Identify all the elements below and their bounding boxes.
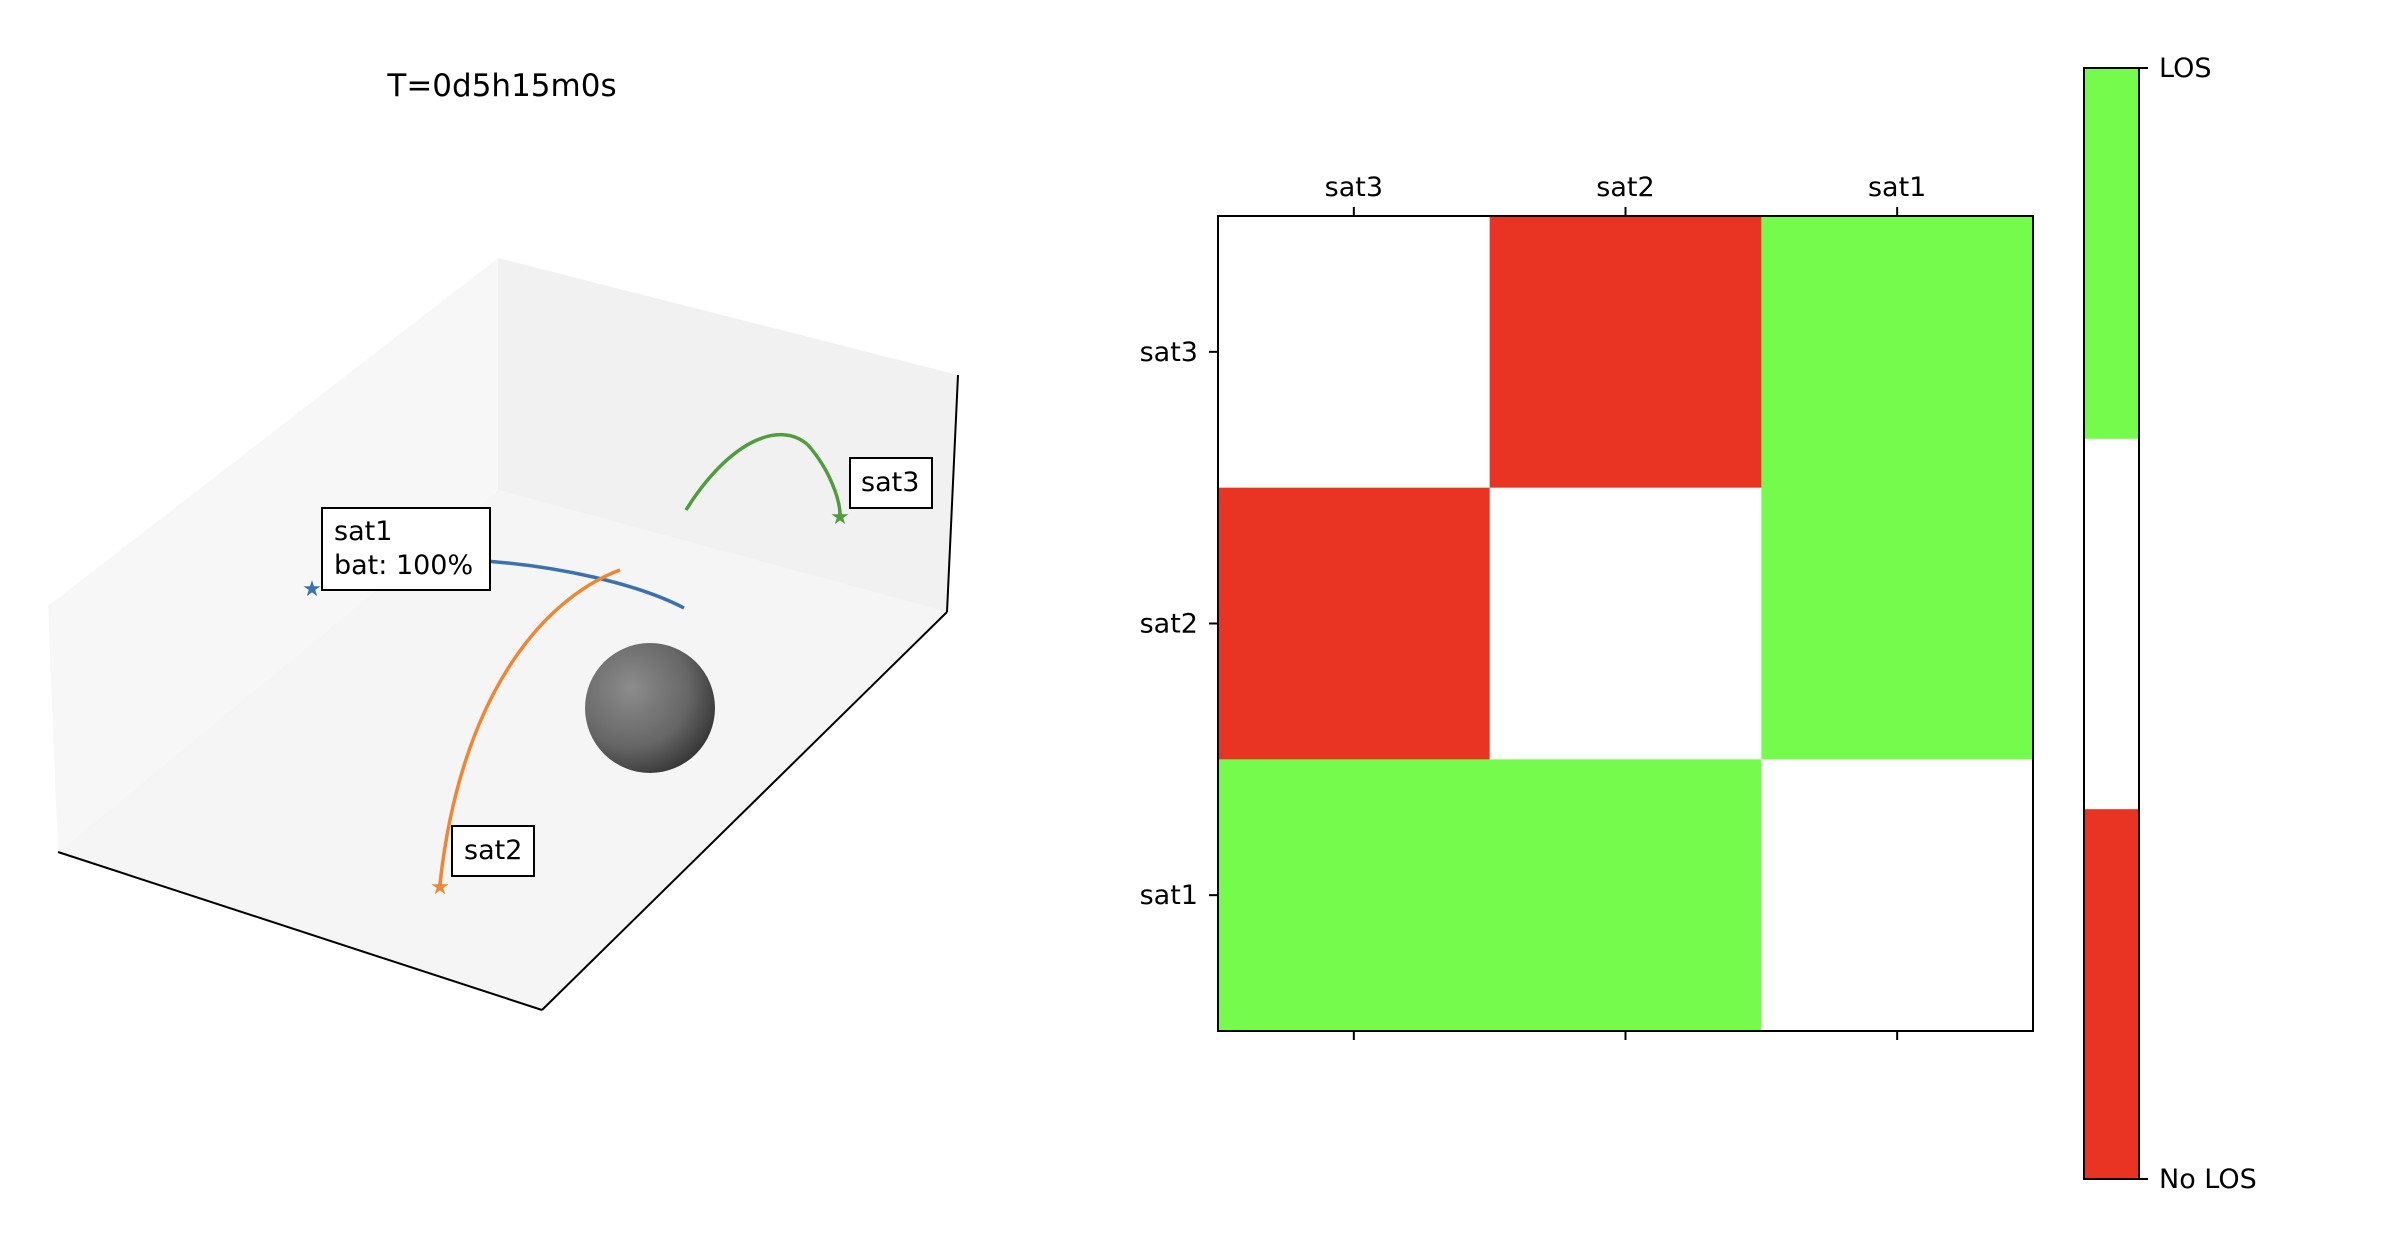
sat3-label-box: [849, 457, 933, 509]
y-tick-label: sat2: [1140, 609, 1198, 640]
heatmap-cell: [1761, 487, 2034, 760]
sat1-marker-star-icon: ★: [302, 577, 322, 602]
back-right-pane: [498, 258, 958, 612]
sat2-marker-star-icon: ★: [430, 875, 450, 900]
heatmap-cell: [1489, 487, 1762, 760]
colorbar-frame: [2083, 67, 2140, 1180]
los-heatmap: sat3 sat2 sat1 sat3 sat2 sat1: [1140, 172, 2034, 1040]
y-tick-label: sat1: [1140, 880, 1198, 911]
sat1-label-line1: sat1: [334, 516, 392, 547]
colorbar-segment: [2084, 68, 2139, 439]
colorbar-tick-label: No LOS: [2159, 1164, 2257, 1195]
sat2-label-box: [451, 825, 535, 877]
orbit-3d-view: T=0d5h15m0s ★ sat1 bat: 100%: [48, 68, 959, 1011]
y-tick-label: sat3: [1140, 337, 1198, 368]
sat2-orbit-path: [438, 568, 621, 885]
heatmap-cell: [1761, 216, 2034, 489]
time-title: T=0d5h15m0s: [386, 68, 616, 104]
heatmap-cell: [1489, 759, 1762, 1032]
sat1-label-box: [321, 507, 491, 591]
heatmap-cell: [1218, 216, 1491, 489]
colorbar-segment: [2084, 438, 2139, 810]
back-left-pane: [48, 258, 498, 852]
sat2-trace: ★ sat2: [430, 568, 621, 900]
x-tick-label: sat3: [1325, 172, 1383, 203]
central-sphere: [585, 643, 715, 773]
sat1-trace: ★ sat1 bat: 100%: [302, 507, 685, 610]
sat2-label: sat2: [464, 835, 522, 866]
sat3-label: sat3: [861, 467, 919, 498]
axis-line-x: [57, 851, 543, 1011]
sat1-label-line2: bat: 100%: [334, 550, 473, 581]
heatmap-cell: [1218, 759, 1491, 1032]
axis-line-y: [541, 611, 948, 1011]
heatmap-cell: [1489, 216, 1762, 489]
x-tick-label: sat1: [1868, 172, 1926, 203]
x-tick-label: sat2: [1596, 172, 1654, 203]
floor-pane: [58, 490, 947, 1010]
sat1-orbit-path: [469, 558, 685, 610]
colorbar-tick-label: LOS: [2159, 53, 2211, 84]
sat3-trace: ★ sat3: [684, 432, 933, 530]
heatmap-cell: [1218, 487, 1491, 760]
sat3-marker-star-icon: ★: [830, 505, 850, 530]
axis-line-z: [946, 374, 959, 613]
sat3-orbit-path: [684, 432, 842, 516]
los-colorbar: No LOS LOS: [2083, 53, 2257, 1195]
heatmap-cell: [1761, 759, 2034, 1032]
colorbar-segment: [2084, 808, 2139, 1180]
